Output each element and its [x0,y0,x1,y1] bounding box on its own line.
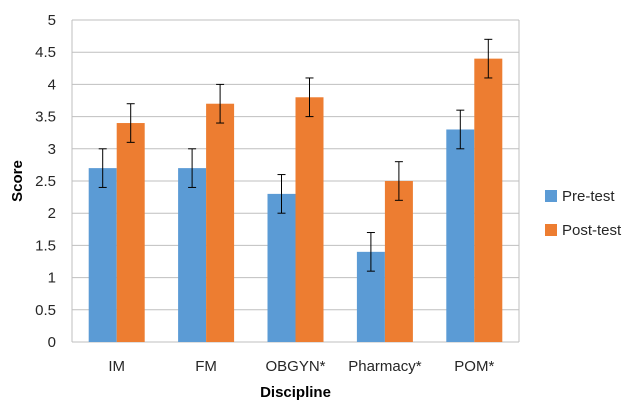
y-tick-label: 0 [48,334,56,351]
bar-pre-test-0 [88,168,117,342]
bar-post-test-0 [116,123,145,342]
legend: Pre-test Post-test [545,188,622,239]
y-tick-label: 2.5 [35,173,56,190]
y-axis-title: Score [9,160,26,202]
x-tick-label: IM [108,358,125,375]
bar-post-test-4 [474,58,503,342]
x-tick-label: OBGYN* [265,358,325,375]
legend-label: Post-test [562,222,622,239]
x-tick-label: Pharmacy* [348,358,422,375]
y-tick-label: 3 [48,141,56,158]
bars [88,58,503,342]
x-axis-ticks: IM FM OBGYN* Pharmacy* POM* [108,358,494,375]
error-bars [98,38,493,272]
bar-pre-test-1 [178,168,207,342]
bar-post-test-1 [206,103,235,342]
bar-pre-test-4 [446,129,475,342]
y-tick-label: 0.5 [35,302,56,319]
y-tick-label: 4 [48,76,56,93]
legend-swatch-pre-test [545,190,557,202]
bar-pre-test-2 [267,193,296,342]
bar-post-test-2 [295,97,324,342]
legend-label: Pre-test [562,188,615,205]
y-tick-label: 1 [48,270,56,287]
x-tick-label: POM* [454,358,494,375]
y-tick-label: 2 [48,205,56,222]
y-axis-ticks: 0 0.5 1 1.5 2 2.5 3 3.5 4 4.5 5 [35,12,56,351]
y-tick-label: 1.5 [35,237,56,254]
x-tick-label: FM [195,358,217,375]
bar-post-test-3 [384,181,413,342]
x-axis-title: Discipline [260,384,331,401]
y-tick-label: 5 [48,12,56,29]
y-tick-label: 3.5 [35,109,56,126]
legend-swatch-post-test [545,224,557,236]
y-tick-label: 4.5 [35,44,56,61]
